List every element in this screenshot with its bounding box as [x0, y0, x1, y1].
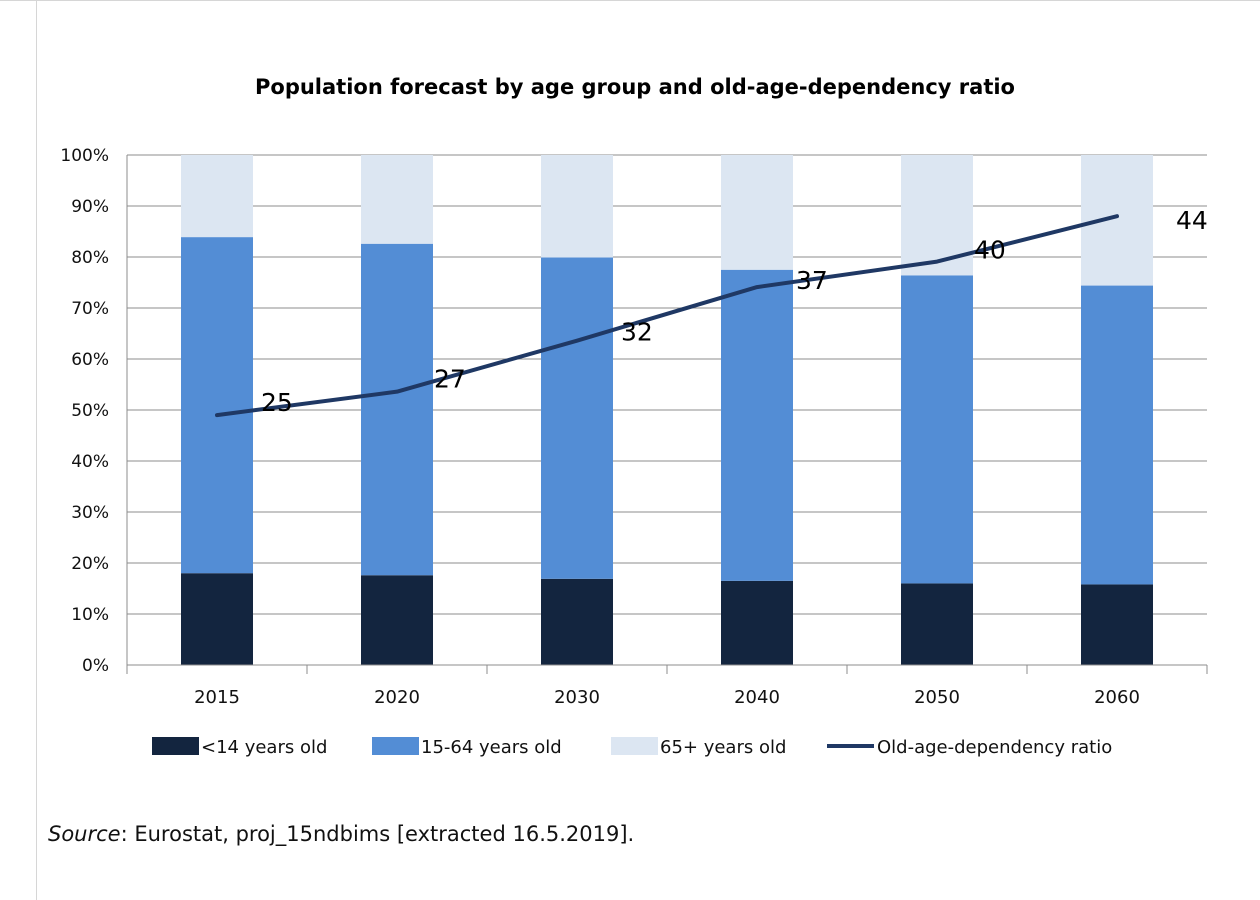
bar-segment [361, 155, 433, 244]
legend-item: 15-64 years old [372, 737, 562, 758]
y-axis-tick-labels: 0% 10% 20% 30% 40% 50% 60% 70% 80% 90% 100% [60, 146, 109, 676]
legend-swatch [372, 737, 419, 755]
y-tick-label: 30% [71, 503, 109, 523]
x-tick-label: 2030 [554, 687, 600, 708]
legend-item: Old-age-dependency ratio [827, 737, 1112, 758]
legend-item: 65+ years old [611, 737, 786, 758]
legend-label: Old-age-dependency ratio [877, 737, 1112, 758]
data-label: 44 [1176, 206, 1208, 235]
y-tick-label: 60% [71, 350, 109, 370]
x-tick-label: 2060 [1094, 687, 1140, 708]
data-label: 25 [261, 388, 293, 417]
legend-swatch [152, 737, 199, 755]
y-tick-label: 70% [71, 299, 109, 319]
y-tick-label: 20% [71, 554, 109, 574]
bar-segment [541, 578, 613, 665]
x-axis-tick-labels: 2015 2020 2030 2040 2050 2060 [194, 687, 1140, 708]
bar-segment [541, 155, 613, 258]
bar-segment [1081, 584, 1153, 665]
source-label: Source [48, 822, 121, 846]
x-tick-label: 2040 [734, 687, 780, 708]
dependency-ratio-line [215, 214, 1119, 418]
legend-label: 65+ years old [660, 737, 786, 758]
legend-label: 15-64 years old [421, 737, 562, 758]
y-tick-label: 0% [82, 656, 109, 676]
data-label: 37 [796, 266, 828, 295]
y-tick-label: 80% [71, 248, 109, 268]
x-axis [126, 155, 1208, 674]
stacked-bars [181, 155, 1153, 665]
legend: <14 years old 15-64 years old 65+ years ol… [152, 737, 1112, 758]
x-tick-label: 2050 [914, 687, 960, 708]
x-tick-label: 2020 [374, 687, 420, 708]
y-tick-label: 10% [71, 605, 109, 625]
bar-segment [721, 269, 793, 581]
bar-segment [181, 573, 253, 665]
y-tick-label: 100% [60, 146, 109, 166]
chart-title: Population forecast by age group and old… [255, 75, 1015, 99]
legend-item: <14 years old [152, 737, 327, 758]
bar-segment [901, 155, 973, 276]
bar-segment [1081, 155, 1153, 286]
bar-segment [901, 583, 973, 665]
data-label: 27 [434, 365, 466, 394]
y-tick-label: 50% [71, 401, 109, 421]
bar-segment [541, 257, 613, 579]
bar-segment [361, 243, 433, 576]
bar-segment [901, 275, 973, 584]
x-tick-label: 2015 [194, 687, 240, 708]
bar-segment [361, 575, 433, 665]
bar-segment [1081, 285, 1153, 585]
source-text: : Eurostat, proj_15ndbims [extracted 16.… [120, 822, 635, 846]
y-tick-label: 90% [71, 197, 109, 217]
data-label: 32 [621, 318, 653, 347]
legend-swatch [611, 737, 658, 755]
bar-segment [721, 580, 793, 665]
bar-segment [721, 155, 793, 270]
source-note: Source: Eurostat, proj_15ndbims [extract… [48, 822, 634, 846]
series-line [215, 214, 1119, 418]
bar-segment [181, 237, 253, 574]
y-tick-label: 40% [71, 452, 109, 472]
data-labels: 25 27 32 37 40 44 [261, 206, 1208, 417]
legend-label: <14 years old [201, 737, 327, 758]
data-label: 40 [974, 236, 1006, 265]
bar-segment [181, 155, 253, 238]
